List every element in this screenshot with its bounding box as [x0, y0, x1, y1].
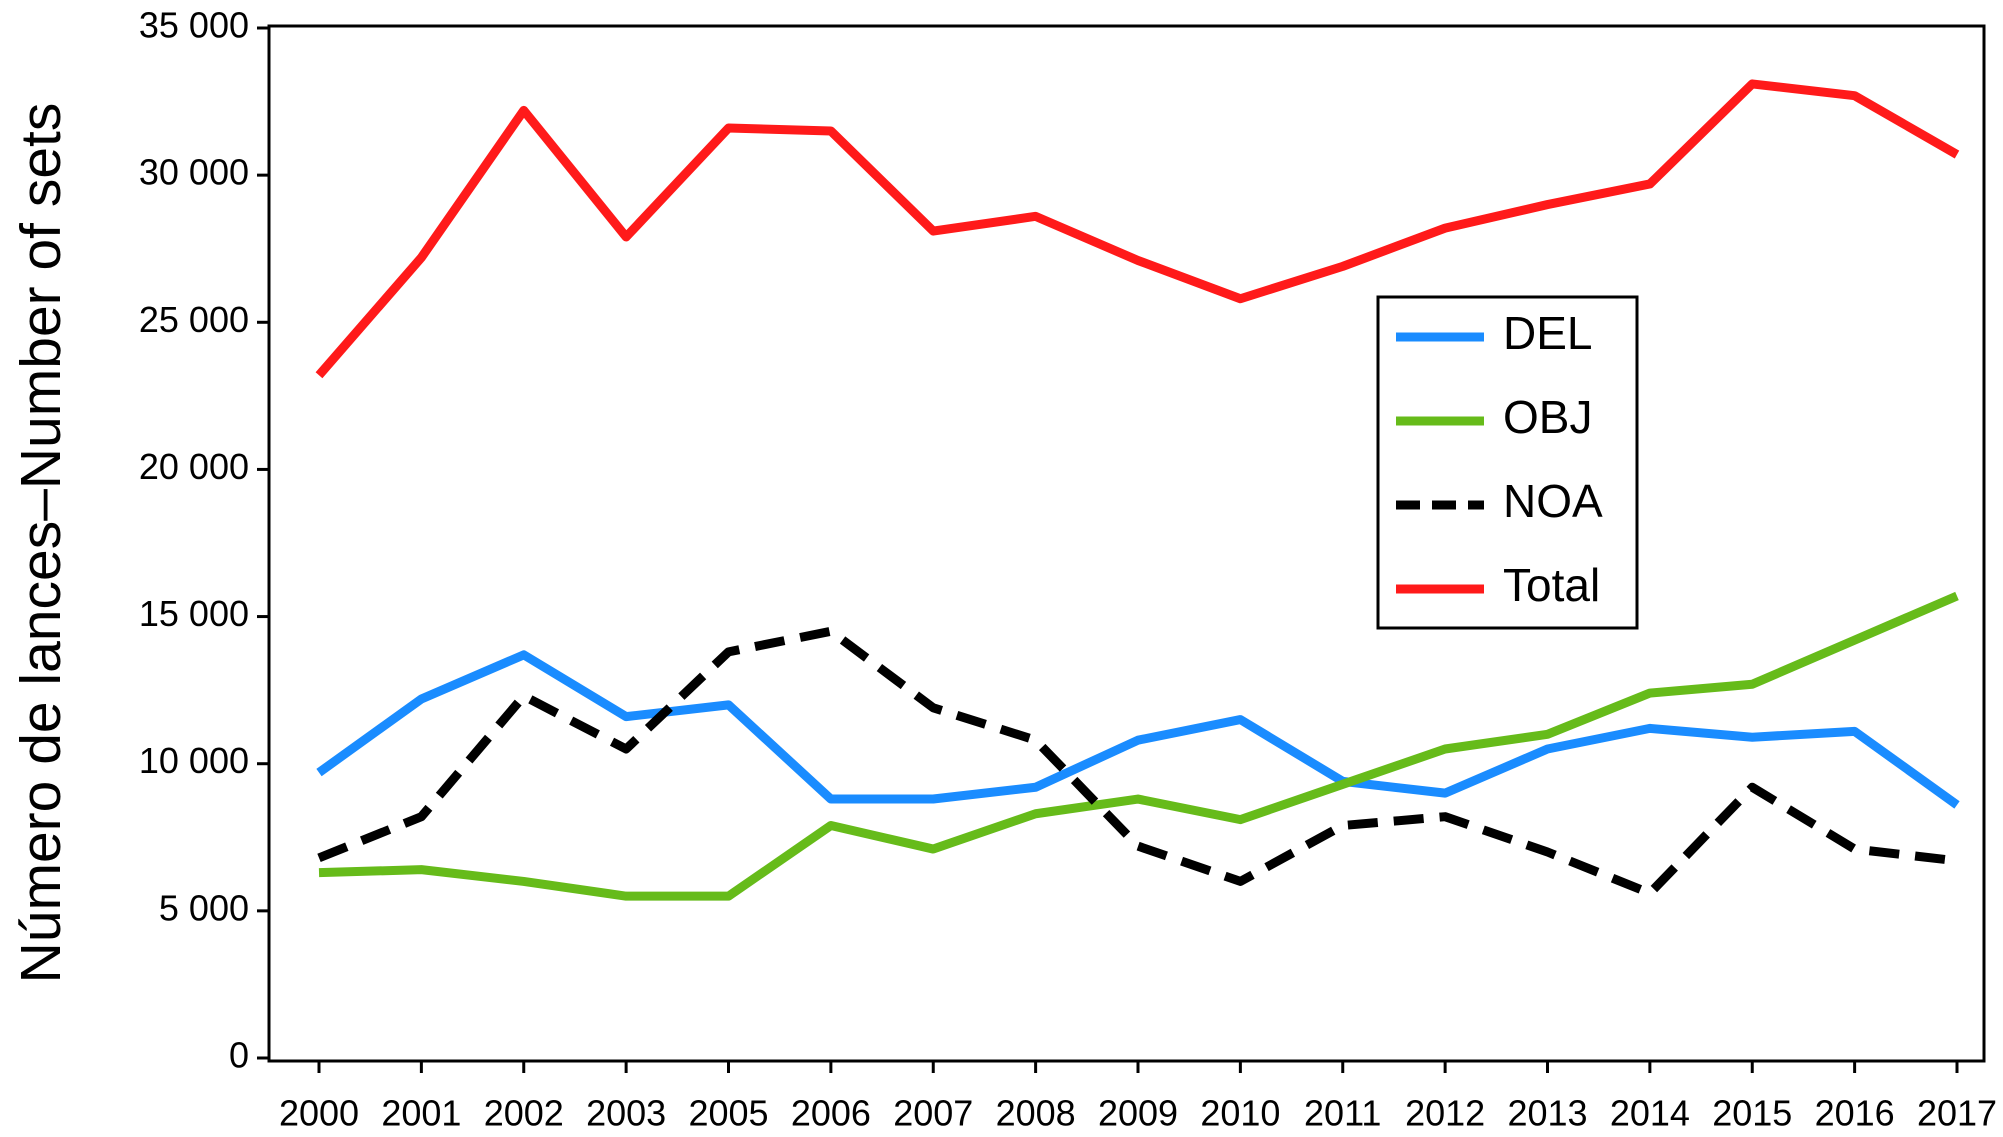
- x-tick-label: 2017: [1917, 1093, 1997, 1134]
- x-tick-label: 2009: [1098, 1093, 1178, 1134]
- y-tick-label: 35 000: [139, 5, 249, 46]
- x-tick-label: 2001: [381, 1093, 461, 1134]
- series-line: [317, 626, 1958, 898]
- y-tick-label: 10 000: [139, 740, 249, 781]
- y-axis-label: Número de lances–Number of sets: [9, 103, 73, 984]
- y-tick-label: 30 000: [139, 152, 249, 193]
- x-tick-label: 2013: [1507, 1093, 1587, 1134]
- x-tick-label: 2008: [996, 1093, 1076, 1134]
- x-tick-label: 2012: [1405, 1093, 1485, 1134]
- x-tick-label: 2010: [1200, 1093, 1280, 1134]
- x-tick-label: 2000: [279, 1093, 359, 1134]
- x-tick-label: 2011: [1304, 1093, 1381, 1134]
- series-line: [318, 591, 1959, 901]
- series-line: [315, 79, 1960, 379]
- legend-label: Total: [1503, 559, 1600, 611]
- x-tick-label: 2003: [586, 1093, 666, 1134]
- y-tick-label: 25 000: [139, 299, 249, 340]
- x-tick-label: 2006: [791, 1093, 871, 1134]
- x-tick-label: 2016: [1815, 1093, 1895, 1134]
- y-tick-label: 5 000: [159, 887, 249, 928]
- y-tick-label: 20 000: [139, 446, 249, 487]
- x-tick-label: 2015: [1712, 1093, 1792, 1134]
- legend-label: NOA: [1503, 475, 1603, 527]
- plot-frame: [267, 24, 1986, 1063]
- legend-label: OBJ: [1503, 391, 1592, 443]
- x-tick-label: 2005: [688, 1093, 768, 1134]
- x-tick-label: 2007: [893, 1093, 973, 1134]
- x-tick-label: 2002: [484, 1093, 564, 1134]
- x-tick-label: 2014: [1610, 1093, 1690, 1134]
- y-tick-label: 15 000: [139, 593, 249, 634]
- legend-label: DEL: [1503, 307, 1592, 359]
- y-tick-label: 0: [229, 1035, 249, 1076]
- legend-box: [1376, 295, 1639, 630]
- series-line: [316, 650, 1960, 809]
